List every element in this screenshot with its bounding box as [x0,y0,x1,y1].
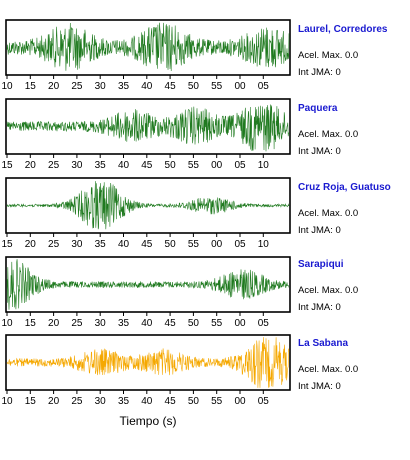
tick-label: 45 [165,318,177,329]
tick-label: 55 [188,239,200,250]
station-name: La Sabana [298,338,349,349]
waveform-trace [6,259,290,310]
tick-label: 20 [25,160,37,171]
station-info: Sarapiqui Acel. Max. 0.0 Int JMA: 0 [298,259,410,313]
station-info: Laurel, Corredores Acel. Max. 0.0 Int JMA:… [298,24,410,78]
tick-label: 15 [1,239,13,250]
int-jma: Int JMA: 0 [298,146,341,157]
tick-label: 40 [141,318,153,329]
tick-label: 35 [118,318,130,329]
panel-frame [5,256,291,313]
tick-label: 40 [141,396,153,407]
tick-label: 10 [258,239,270,250]
seismogram-panel: 10 15 20 25 30 35 40 45 50 55 00 05 [1,334,291,407]
panel-frame [5,334,291,391]
station-name: Cruz Roja, Guatuso [298,182,391,193]
tick-label: 20 [48,318,60,329]
tick-label: 15 [25,81,37,92]
seismogram-panel: 10 15 20 25 30 35 40 45 50 55 00 05 [1,256,291,329]
station-name: Paquera [298,103,338,114]
station-info: Cruz Roja, Guatuso Acel. Max. 0.0 Int JMA:… [298,182,410,236]
seismogram-plot-area: 10 15 20 25 30 35 40 45 50 55 00 05 15 20 25 30 35 40 45 50… [1,19,291,407]
tick-label: 35 [118,396,130,407]
acel-max: Acel. Max. 0.0 [298,50,359,61]
int-jma: Int JMA: 0 [298,302,341,313]
tick-label: 50 [188,318,200,329]
seismogram-panel: 10 15 20 25 30 35 40 45 50 55 00 05 [1,19,291,92]
tick-label: 30 [95,81,107,92]
tick-label: 40 [118,160,130,171]
tick-label: 30 [95,318,107,329]
station-info: La Sabana Acel. Max. 0.0 Int JMA: 0 [298,338,410,392]
tick-label: 50 [188,81,200,92]
tick-label: 50 [165,239,177,250]
tick-label: 30 [71,239,83,250]
acel-max: Acel. Max. 0.0 [298,364,359,375]
waveform-trace [6,337,290,388]
tick-label: 55 [211,318,223,329]
station-info: Paquera Acel. Max. 0.0 Int JMA: 0 [298,103,410,157]
tick-label: 25 [48,160,60,171]
tick-label: 40 [118,239,130,250]
panel-frame [5,19,291,76]
tick-label: 00 [234,396,246,407]
tick-label: 25 [71,81,83,92]
tick-label: 35 [118,81,130,92]
acel-max: Acel. Max. 0.0 [298,285,359,296]
tick-label: 20 [25,239,37,250]
panel-frame [5,177,291,234]
tick-label: 10 [1,396,13,407]
tick-label: 50 [188,396,200,407]
tick-label: 00 [234,318,246,329]
tick-label: 25 [71,318,83,329]
tick-label: 05 [234,239,246,250]
tick-label: 10 [1,318,13,329]
tick-label: 05 [258,318,270,329]
int-jma: Int JMA: 0 [298,67,341,78]
acel-max: Acel. Max. 0.0 [298,129,359,140]
tick-label: 00 [234,81,246,92]
tick-label: 25 [71,396,83,407]
tick-label: 20 [48,396,60,407]
tick-label: 45 [141,239,153,250]
tick-label: 45 [165,81,177,92]
tick-label: 55 [188,160,200,171]
tick-label: 10 [1,81,13,92]
int-jma: Int JMA: 0 [298,225,341,236]
tick-label: 30 [95,396,107,407]
tick-label: 45 [165,396,177,407]
tick-label: 45 [141,160,153,171]
int-jma: Int JMA: 0 [298,381,341,392]
tick-label: 05 [234,160,246,171]
x-axis-title: Tiempo (s) [119,414,177,428]
station-name: Sarapiqui [298,259,344,270]
tick-label: 55 [211,396,223,407]
waveform-trace [6,181,290,230]
tick-label: 15 [25,396,37,407]
tick-label: 00 [211,239,223,250]
station-name: Laurel, Corredores [298,24,388,35]
waveform-trace [6,104,290,152]
tick-label: 05 [258,81,270,92]
seismogram-panel: 15 20 25 30 35 40 45 50 55 00 05 10 [1,98,291,171]
seismogram-panel: 15 20 25 30 35 40 45 50 55 00 05 10 [1,177,291,250]
waveform-trace [6,22,290,72]
tick-label: 10 [258,160,270,171]
tick-label: 50 [165,160,177,171]
tick-label: 35 [95,160,107,171]
tick-label: 30 [71,160,83,171]
tick-label: 05 [258,396,270,407]
panel-frame [5,98,291,155]
tick-label: 20 [48,81,60,92]
tick-label: 15 [1,160,13,171]
tick-label: 55 [211,81,223,92]
acel-max: Acel. Max. 0.0 [298,208,359,219]
tick-label: 15 [25,318,37,329]
tick-label: 35 [95,239,107,250]
tick-label: 25 [48,239,60,250]
tick-label: 40 [141,81,153,92]
tick-label: 00 [211,160,223,171]
